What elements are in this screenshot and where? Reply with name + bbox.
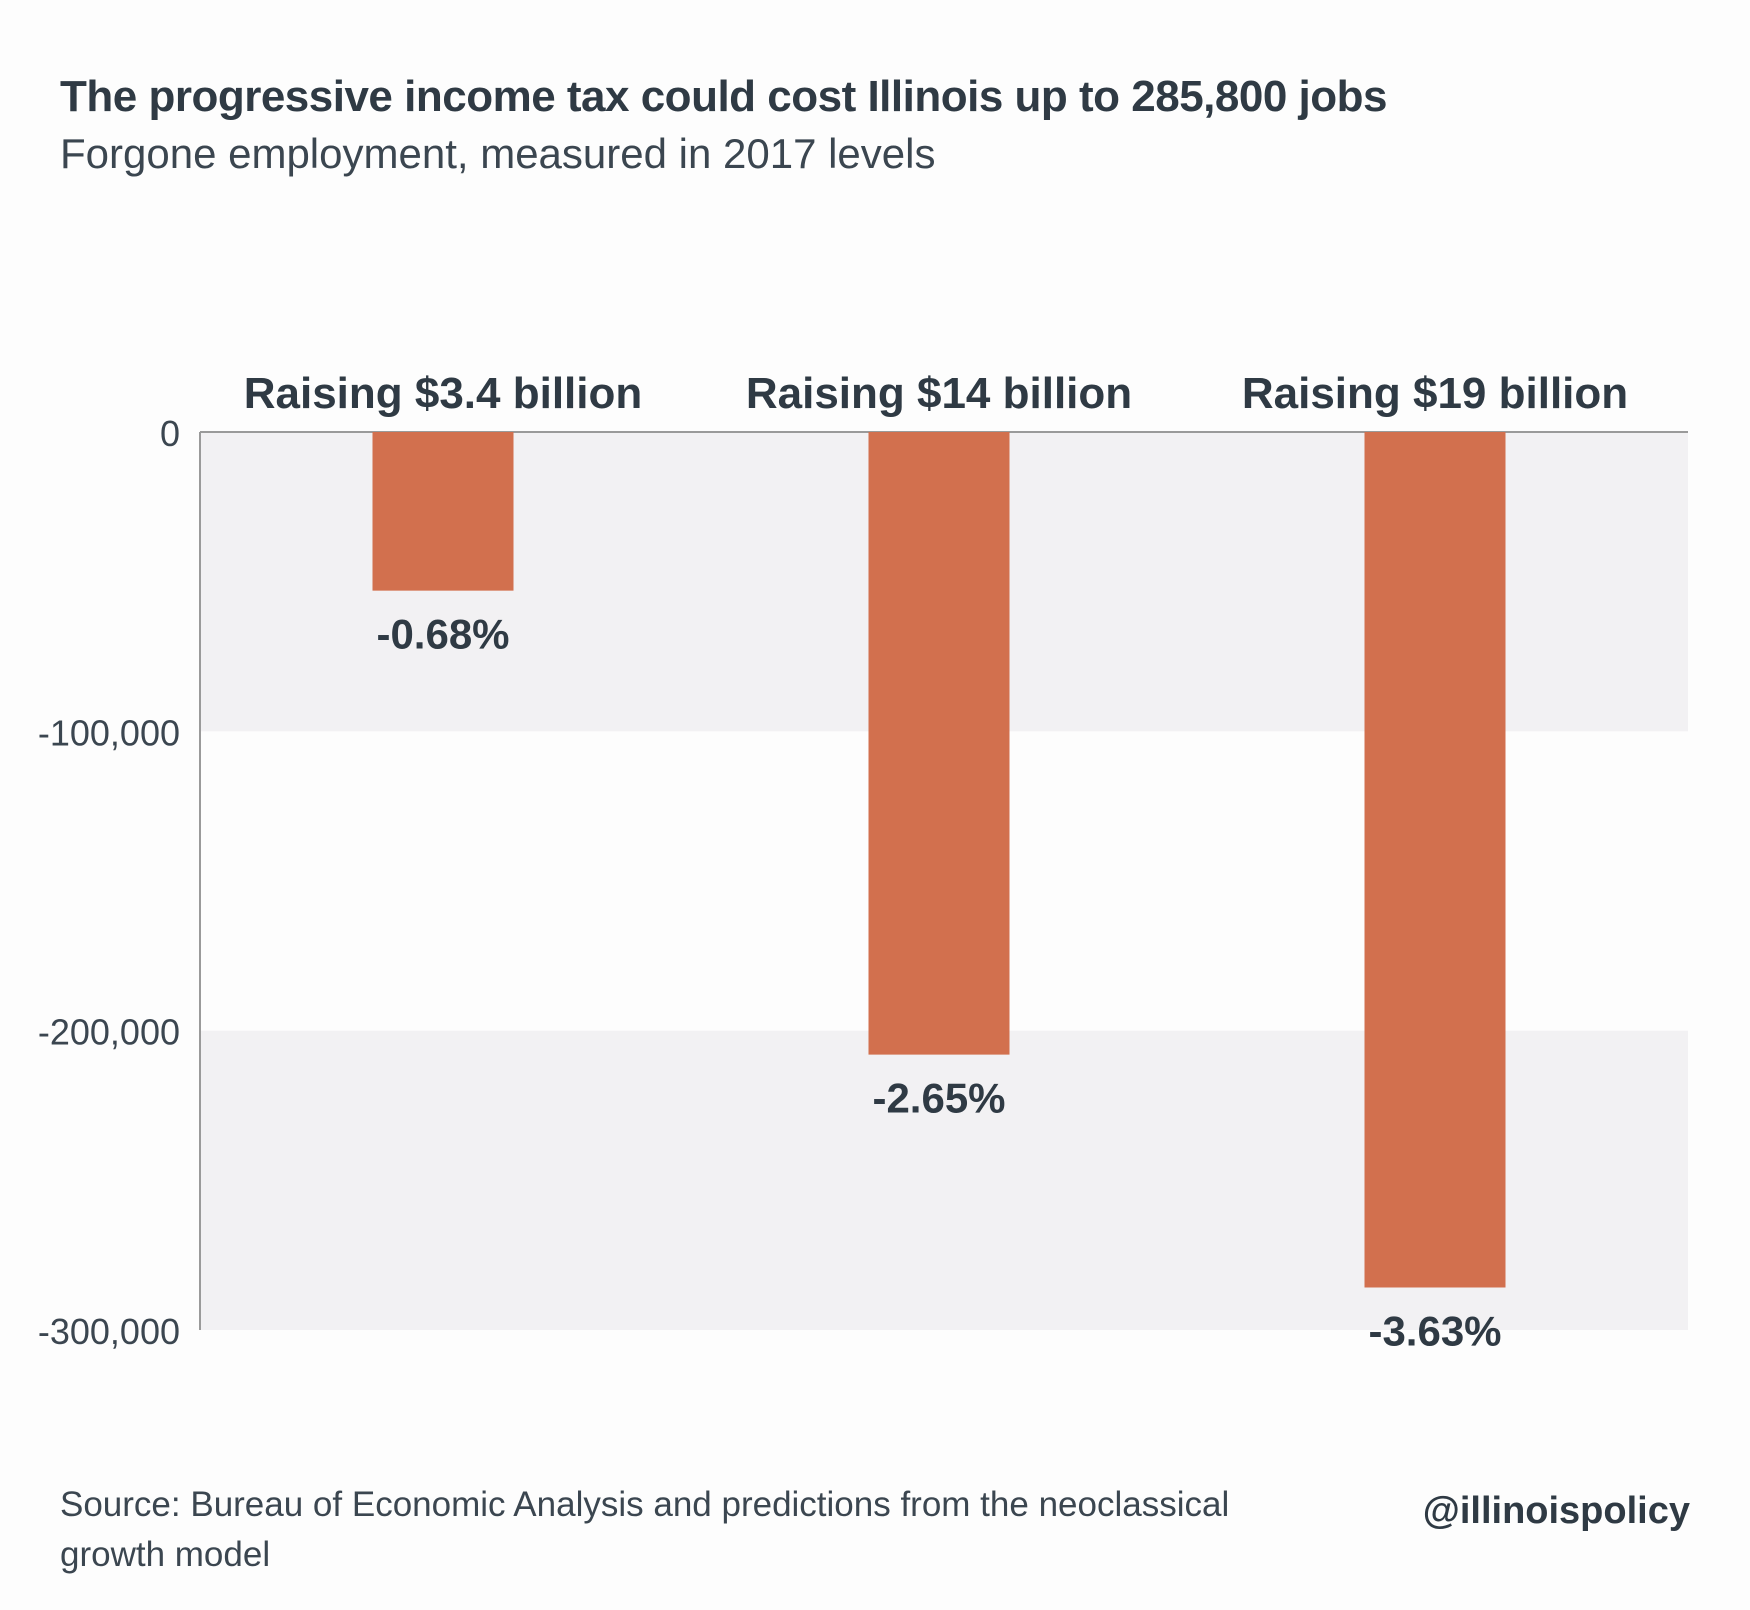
twitter-handle: @illinoispolicy — [1422, 1490, 1690, 1532]
source-note: Source: Bureau of Economic Analysis and … — [60, 1485, 1230, 1574]
chart-title: The progressive income tax could cost Il… — [60, 72, 1388, 121]
y-tick-label: -300,000 — [38, 1311, 180, 1352]
y-tick-label: -200,000 — [38, 1012, 180, 1053]
data-label: -0.68% — [376, 611, 509, 658]
bar — [868, 432, 1010, 1055]
category-label: Raising $19 billion — [1242, 369, 1628, 418]
category-label: Raising $14 billion — [746, 369, 1132, 418]
bar — [1364, 432, 1506, 1288]
chart-subtitle: Forgone employment, measured in 2017 lev… — [60, 130, 936, 177]
y-tick-label: 0 — [160, 413, 180, 454]
bar — [372, 432, 514, 591]
category-label: Raising $3.4 billion — [244, 369, 643, 418]
y-tick-label: -100,000 — [38, 712, 180, 753]
data-label: -3.63% — [1368, 1307, 1501, 1354]
data-label: -2.65% — [872, 1075, 1005, 1122]
